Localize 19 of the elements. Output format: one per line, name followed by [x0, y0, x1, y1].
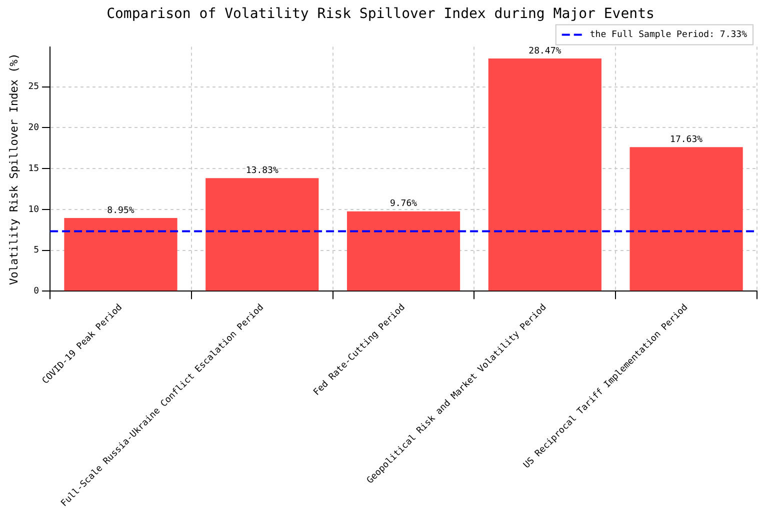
bar	[488, 58, 602, 291]
bar	[206, 178, 319, 291]
y-tick-label: 15	[28, 164, 40, 174]
y-tick-label: 10	[28, 204, 40, 215]
y-tick-label: 20	[28, 123, 40, 134]
bar	[346, 211, 460, 291]
y-axis-title: Volatility Risk Spillover Index (%)	[7, 53, 20, 285]
data-label: 8.95%	[107, 206, 135, 216]
y-tick-label: 0	[34, 286, 40, 296]
data-label: 28.47%	[528, 46, 562, 56]
chart-title: Comparison of Volatility Risk Spillover Index during Major Events	[106, 6, 654, 22]
y-tick-label: 25	[28, 82, 40, 92]
y-tick-label: 5	[34, 246, 40, 256]
data-label: 9.76%	[390, 199, 418, 210]
bar	[64, 218, 178, 291]
data-label: 13.83%	[246, 166, 279, 176]
legend-label: the Full Sample Period: 7.33%	[590, 30, 748, 40]
data-label: 17.63%	[670, 134, 704, 145]
bar	[630, 147, 743, 291]
